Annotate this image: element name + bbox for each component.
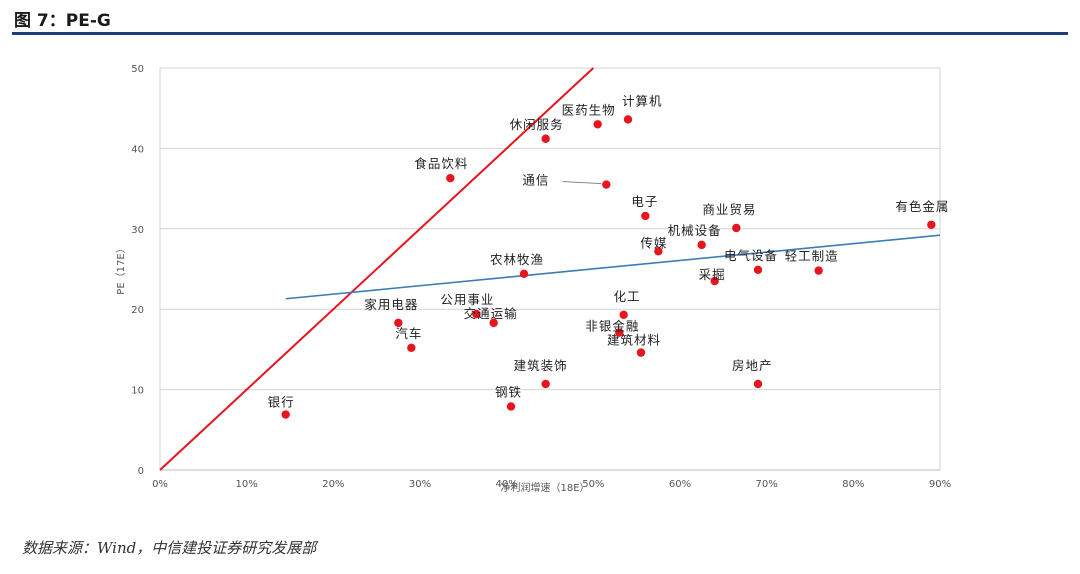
y-tick-label: 0 bbox=[138, 466, 144, 477]
point-label: 建筑材料 bbox=[607, 333, 661, 348]
scatter-point bbox=[753, 265, 763, 275]
x-axis-title: 净利润增速（18E） bbox=[500, 481, 589, 494]
x-tick-label: 80% bbox=[842, 479, 864, 490]
scatter-point bbox=[615, 328, 624, 337]
x-tick-label: 60% bbox=[669, 479, 691, 490]
point-label: 传媒 bbox=[640, 235, 667, 250]
y-tick-label: 50 bbox=[131, 64, 144, 75]
x-tick-label: 50% bbox=[582, 479, 604, 490]
scatter-point bbox=[927, 220, 936, 229]
scatter-point bbox=[814, 266, 823, 275]
point-label: 医药生物 bbox=[562, 102, 616, 117]
point-label: 交通运输 bbox=[464, 306, 518, 321]
point-label: 汽车 bbox=[395, 326, 422, 341]
point-label: 公用事业 bbox=[440, 292, 494, 307]
trend-line bbox=[285, 234, 941, 300]
y-tick-label: 20 bbox=[131, 305, 144, 316]
x-tick-label: 10% bbox=[236, 479, 258, 490]
y-axis-title: PE（17E） bbox=[115, 243, 127, 294]
scatter-point bbox=[446, 173, 455, 183]
source-note: 数据来源：Wind，中信建投证券研究发展部 bbox=[22, 539, 317, 557]
title-rule bbox=[12, 32, 1068, 35]
x-tick-label: 0% bbox=[152, 479, 168, 490]
point-label: 银行 bbox=[268, 395, 295, 410]
figure-title: 图 7：PE-G bbox=[14, 11, 111, 31]
scatter-point bbox=[619, 310, 628, 320]
scatter-point bbox=[472, 309, 481, 319]
scatter-point bbox=[641, 211, 650, 221]
point-label: 非银金融 bbox=[585, 319, 639, 334]
scatter-point bbox=[593, 120, 602, 129]
x-tick-label: 40% bbox=[496, 479, 518, 490]
scatter-point bbox=[697, 240, 706, 250]
point-label: 化工 bbox=[614, 289, 641, 304]
point-label: 建筑装饰 bbox=[514, 358, 568, 373]
scatter-point bbox=[394, 318, 403, 328]
scatter-point bbox=[281, 410, 290, 419]
scatter-point bbox=[636, 348, 646, 357]
scatter-point bbox=[519, 269, 529, 279]
scatter-point bbox=[506, 402, 516, 411]
y-tick-label: 30 bbox=[131, 225, 144, 236]
x-tick-label: 70% bbox=[756, 479, 778, 490]
point-label: 电气设备 bbox=[724, 248, 778, 263]
point-label: 休闲服务 bbox=[510, 117, 564, 132]
y-tick-label: 40 bbox=[131, 144, 144, 155]
pe-equals-g-line bbox=[159, 67, 595, 471]
scatter-point bbox=[602, 180, 611, 189]
point-label: 通信 bbox=[522, 173, 549, 188]
leader-line bbox=[562, 181, 602, 184]
y-tick-label: 10 bbox=[131, 386, 144, 397]
scatter-point bbox=[710, 276, 719, 286]
scatter-point bbox=[753, 379, 763, 389]
scatter-point bbox=[407, 343, 416, 352]
point-label: 电子 bbox=[631, 194, 658, 209]
scatter-point bbox=[489, 318, 498, 328]
point-label: 商业贸易 bbox=[702, 202, 756, 217]
point-label: 计算机 bbox=[622, 93, 663, 108]
point-label: 采掘 bbox=[699, 267, 726, 282]
x-tick-label: 90% bbox=[929, 479, 951, 490]
point-label: 食品饮料 bbox=[414, 156, 468, 171]
point-label: 轻工制造 bbox=[785, 249, 839, 264]
point-label: 钢铁 bbox=[495, 384, 522, 399]
scatter-point bbox=[623, 115, 633, 124]
x-tick-label: 20% bbox=[322, 479, 344, 490]
point-label: 农林牧渔 bbox=[490, 252, 544, 267]
scatter-point bbox=[654, 247, 663, 256]
scatter-point bbox=[541, 134, 550, 143]
point-label: 有色金属 bbox=[895, 199, 949, 214]
point-label: 机械设备 bbox=[668, 223, 722, 238]
scatter-point bbox=[732, 223, 741, 233]
x-tick-label: 30% bbox=[409, 479, 431, 490]
scatter-point bbox=[541, 379, 550, 389]
point-label: 家用电器 bbox=[364, 297, 418, 312]
point-label: 房地产 bbox=[732, 358, 773, 373]
